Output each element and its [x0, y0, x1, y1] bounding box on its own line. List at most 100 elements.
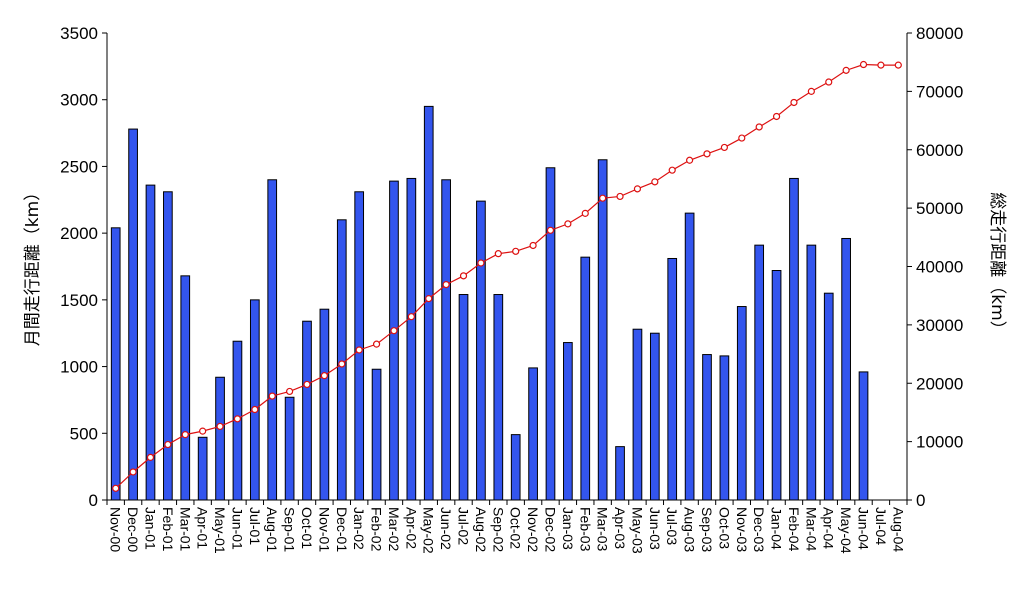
bar-Dec-01	[336, 219, 347, 501]
y-left-tick-label: 2500	[60, 157, 98, 176]
x-tick-label: Feb-02	[369, 507, 385, 552]
x-tick-label: Oct-01	[299, 507, 315, 549]
y-right-tick-label: 60000	[916, 141, 963, 160]
y-left-tick-label: 3500	[60, 24, 98, 43]
line-point-Jan-01	[146, 453, 155, 461]
bar-Apr-02	[406, 177, 417, 501]
bar-Jan-04	[771, 270, 782, 501]
bar-Jan-02	[354, 191, 365, 501]
bar-Apr-01	[197, 436, 208, 501]
y-right-tick-label: 80000	[916, 24, 963, 43]
line-point-Feb-03	[581, 209, 589, 217]
bar-Feb-01	[163, 191, 173, 501]
cumulative-distance-line	[112, 60, 902, 492]
x-tick-label: Nov-00	[108, 507, 124, 552]
bar-Jul-03	[667, 257, 678, 501]
bar-Nov-02	[528, 367, 538, 501]
x-tick-label: Jul-03	[664, 507, 680, 545]
bar-Dec-03	[754, 244, 765, 501]
x-tick-label: Jun-02	[438, 507, 454, 550]
bar-Oct-01	[302, 320, 312, 501]
x-tick-label: May-04	[838, 507, 854, 554]
x-tick-label: Jul-01	[247, 507, 263, 545]
x-tick-label: Feb-04	[786, 507, 802, 552]
line-point-Nov-01	[320, 372, 328, 380]
bar-Jun-04	[858, 371, 869, 501]
y-left-tick-label: 1000	[60, 358, 98, 377]
line-point-Apr-04	[825, 78, 833, 86]
bar-May-03	[632, 328, 643, 501]
x-tick-label: Mar-03	[595, 507, 611, 552]
bar-Nov-03	[736, 306, 747, 501]
line-point-Aug-03	[686, 156, 694, 164]
x-tick-label: Apr-04	[821, 507, 837, 549]
x-tick-label: Jul-04	[873, 507, 889, 545]
x-tick-label: Apr-01	[195, 507, 211, 549]
tick-labels: 0 500 1000 1500 2000 2500 3000 3500 0 10000 20000 3…	[60, 24, 963, 554]
x-tick-label: May-02	[421, 507, 437, 554]
y-left-tick-label: 3000	[60, 91, 98, 110]
bar-Jul-01	[249, 299, 260, 501]
bar-May-02	[423, 105, 434, 501]
cumulative-line	[115, 63, 899, 489]
line-point-Jul-03	[668, 166, 676, 174]
line-point-Oct-02	[512, 247, 520, 255]
x-tick-label: Apr-02	[403, 507, 419, 549]
line-point-Sep-02	[494, 250, 502, 258]
x-tick-label: Dec-03	[751, 507, 767, 552]
line-point-Jun-02	[442, 281, 450, 289]
bar-Aug-01	[267, 179, 278, 501]
x-tick-label: Jul-02	[456, 507, 472, 545]
bar-Feb-02	[371, 368, 382, 501]
bar-Jun-03	[649, 332, 660, 501]
bar-Apr-04	[823, 292, 834, 501]
line-point-Apr-01	[199, 427, 207, 435]
x-tick-label: May-01	[212, 507, 228, 554]
x-tick-label: Jun-03	[647, 507, 663, 550]
bar-Jan-03	[563, 342, 573, 501]
bar-May-04	[841, 237, 851, 501]
line-point-Feb-01	[164, 440, 172, 449]
monthly-distance-bars	[110, 105, 869, 501]
line-point-Aug-01	[268, 392, 276, 400]
bar-Nov-01	[319, 308, 330, 501]
x-tick-label: Sep-01	[282, 507, 298, 552]
bar-Sep-03	[702, 354, 712, 501]
line-point-Jul-02	[459, 272, 468, 280]
y-right-tick-label: 30000	[916, 316, 963, 335]
line-point-Jan-04	[772, 112, 781, 121]
x-tick-label: Nov-03	[734, 507, 750, 552]
bar-Aug-02	[476, 200, 486, 501]
bar-Jan-01	[145, 184, 156, 501]
line-point-Mar-01	[181, 431, 189, 439]
y-left-tick-label: 0	[89, 491, 98, 510]
bar-Jul-02	[458, 294, 469, 501]
x-tick-label: Nov-01	[316, 507, 332, 552]
line-point-Apr-03	[616, 192, 624, 201]
line-point-Sep-01	[286, 387, 294, 396]
x-tick-label: Jan-03	[560, 507, 576, 550]
x-tick-label: Aug-04	[890, 507, 906, 552]
line-point-Mar-02	[390, 327, 398, 335]
line-point-Nov-02	[529, 241, 537, 250]
line-point-Mar-03	[599, 194, 607, 202]
line-point-Oct-03	[720, 143, 728, 152]
bar-Feb-03	[580, 256, 591, 501]
bar-Aug-03	[684, 212, 695, 501]
y-right-tick-label: 10000	[916, 433, 963, 452]
bar-Mar-03	[597, 159, 608, 501]
bar-Dec-02	[545, 167, 556, 501]
line-point-Sep-03	[703, 150, 711, 158]
bar-Mar-01	[180, 275, 191, 501]
x-tick-label: May-03	[629, 507, 645, 554]
y-right-tick-label: 40000	[916, 258, 963, 277]
line-point-Nov-00	[112, 484, 120, 492]
line-point-Dec-01	[338, 360, 346, 368]
line-point-Nov-03	[738, 134, 746, 142]
bar-Sep-02	[493, 294, 504, 501]
line-point-Oct-01	[303, 380, 311, 389]
x-tick-label: Jan-04	[769, 507, 785, 550]
x-tick-label: Jan-01	[142, 507, 158, 550]
x-tick-label: Oct-02	[508, 507, 524, 549]
